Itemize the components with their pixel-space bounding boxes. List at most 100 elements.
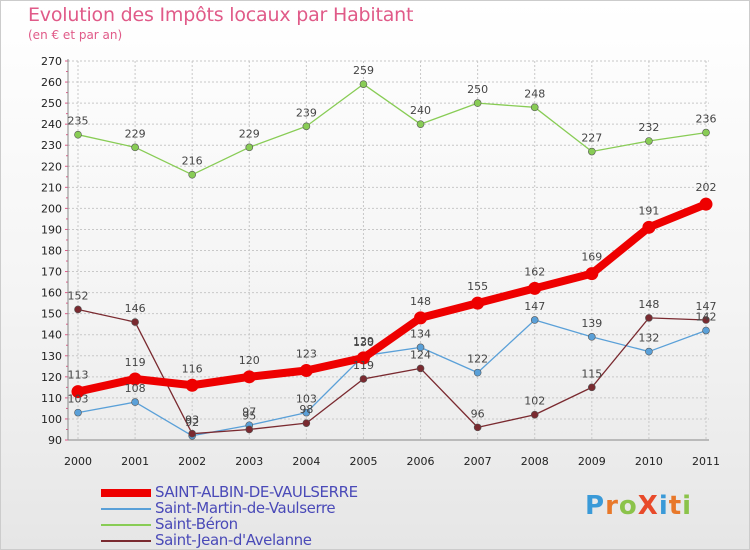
y-tick-label: 120 — [41, 371, 62, 384]
data-point-saint-jean-d-avelanne — [359, 375, 368, 383]
y-tick-label: 210 — [41, 181, 62, 194]
data-label-saint-martin-de-vaulserre: 142 — [696, 311, 717, 324]
logo-letter: o — [618, 491, 638, 521]
legend-label: Saint-Martin-de-Vaulserre — [155, 499, 336, 517]
y-tick-label: 130 — [41, 350, 62, 363]
data-point-saint-jean-d-avelanne — [588, 383, 596, 392]
data-label-saint-martin-de-vaulserre: 132 — [638, 332, 659, 345]
data-point-saint-jean-d-avelanne — [473, 423, 482, 432]
data-label-saint-albin-de-vaulserre: 162 — [524, 265, 545, 278]
logo-letter: X — [637, 491, 659, 521]
logo-letter: i — [658, 491, 669, 521]
y-tick-label: 110 — [41, 392, 62, 405]
data-point-saint-albin-de-vaulserre — [128, 372, 142, 386]
logo-letter: P — [585, 491, 606, 521]
logo-letter: r — [605, 491, 619, 521]
data-label-saint-b-ron: 248 — [524, 87, 545, 100]
data-point-saint-martin-de-vaulserre — [473, 368, 482, 377]
data-label-saint-b-ron: 232 — [638, 121, 659, 134]
data-label-saint-martin-de-vaulserre: 103 — [68, 393, 89, 406]
data-point-saint-albin-de-vaulserre — [642, 220, 656, 234]
legend-swatch — [101, 489, 151, 497]
data-point-saint-albin-de-vaulserre — [471, 296, 485, 310]
data-point-saint-albin-de-vaulserre — [585, 267, 599, 281]
data-label-saint-b-ron: 259 — [353, 64, 374, 77]
legend-swatch — [101, 540, 151, 542]
data-label-saint-b-ron: 239 — [296, 106, 317, 119]
y-tick-label: 270 — [41, 55, 62, 68]
data-point-saint-b-ron — [473, 99, 482, 107]
data-label-saint-albin-de-vaulserre: 120 — [239, 354, 260, 367]
data-label-saint-b-ron: 227 — [581, 132, 602, 145]
data-point-saint-albin-de-vaulserre — [528, 281, 542, 295]
data-label-saint-albin-de-vaulserre: 116 — [182, 362, 203, 375]
y-tick-label: 230 — [41, 139, 62, 152]
data-label-saint-jean-d-avelanne: 147 — [696, 300, 717, 313]
data-point-saint-albin-de-vaulserre — [414, 311, 428, 325]
chart-title: Evolution des Impôts locaux par Habitant — [28, 4, 414, 26]
y-tick-label: 250 — [41, 97, 62, 110]
data-label-saint-jean-d-avelanne: 95 — [242, 409, 256, 422]
data-point-saint-jean-d-avelanne — [416, 364, 425, 373]
data-label-saint-albin-de-vaulserre: 129 — [353, 335, 374, 348]
y-tick-label: 170 — [41, 266, 62, 279]
data-label-saint-albin-de-vaulserre: 191 — [638, 204, 659, 217]
data-point-saint-albin-de-vaulserre — [242, 370, 256, 384]
y-tick-label: 200 — [41, 202, 62, 215]
data-label-saint-b-ron: 229 — [125, 127, 146, 140]
y-tick-label: 160 — [41, 287, 62, 300]
data-point-saint-jean-d-avelanne — [530, 410, 539, 419]
y-tick-label: 220 — [41, 160, 62, 173]
y-tick-label: 260 — [41, 76, 62, 89]
data-label-saint-b-ron: 229 — [239, 127, 260, 140]
data-point-saint-albin-de-vaulserre — [185, 378, 199, 392]
data-point-saint-martin-de-vaulserre — [416, 343, 425, 352]
y-tick-label: 190 — [41, 223, 62, 236]
legend-swatch — [101, 508, 151, 510]
data-point-saint-martin-de-vaulserre — [645, 347, 653, 356]
data-label-saint-jean-d-avelanne: 98 — [299, 403, 313, 416]
x-tick-label: 2011 — [692, 455, 720, 468]
data-point-saint-b-ron — [302, 122, 311, 131]
y-tick-label: 90 — [48, 434, 62, 447]
data-point-saint-albin-de-vaulserre — [356, 351, 370, 365]
data-label-saint-jean-d-avelanne: 146 — [125, 302, 146, 315]
y-tick-label: 100 — [41, 413, 62, 426]
y-tick-label: 140 — [41, 329, 62, 342]
data-label-saint-martin-de-vaulserre: 108 — [125, 382, 146, 395]
data-point-saint-b-ron — [645, 137, 653, 145]
x-tick-label: 2010 — [635, 455, 663, 468]
data-label-saint-albin-de-vaulserre: 113 — [68, 369, 89, 382]
data-label-saint-b-ron: 250 — [467, 83, 488, 96]
data-label-saint-b-ron: 236 — [696, 113, 717, 126]
y-tick-label: 240 — [41, 118, 62, 131]
data-point-saint-albin-de-vaulserre — [299, 364, 313, 378]
data-point-saint-jean-d-avelanne — [302, 419, 311, 427]
legend-label: Saint-Béron — [155, 515, 238, 533]
data-point-saint-b-ron — [530, 103, 539, 112]
data-label-saint-jean-d-avelanne: 124 — [410, 348, 431, 361]
data-point-saint-jean-d-avelanne — [131, 318, 139, 326]
data-label-saint-jean-d-avelanne: 152 — [68, 289, 89, 302]
x-tick-label: 2008 — [521, 455, 549, 468]
data-point-saint-martin-de-vaulserre — [302, 408, 311, 417]
y-tick-label: 180 — [41, 245, 62, 258]
data-label-saint-martin-de-vaulserre: 122 — [467, 353, 488, 366]
series-line-saint-albin-de-vaulserre — [74, 200, 710, 396]
data-label-saint-jean-d-avelanne: 96 — [471, 407, 485, 420]
data-label-saint-albin-de-vaulserre: 148 — [410, 295, 431, 308]
x-tick-label: 2004 — [292, 455, 320, 468]
logo-letter: i — [682, 491, 693, 521]
data-point-saint-jean-d-avelanne — [188, 429, 196, 438]
proxiti-logo: ProXiti — [585, 491, 692, 521]
data-point-saint-b-ron — [74, 130, 82, 139]
x-tick-label: 2006 — [407, 455, 435, 468]
x-tick-label: 2003 — [235, 455, 263, 468]
data-label-saint-albin-de-vaulserre: 169 — [581, 251, 602, 264]
data-point-saint-b-ron — [131, 143, 139, 152]
axes: 9010011012013014015016017018019020021022… — [41, 55, 720, 468]
data-label-saint-albin-de-vaulserre: 155 — [467, 280, 488, 293]
data-label-saint-jean-d-avelanne: 115 — [581, 367, 602, 380]
data-label-saint-martin-de-vaulserre: 134 — [410, 327, 431, 340]
